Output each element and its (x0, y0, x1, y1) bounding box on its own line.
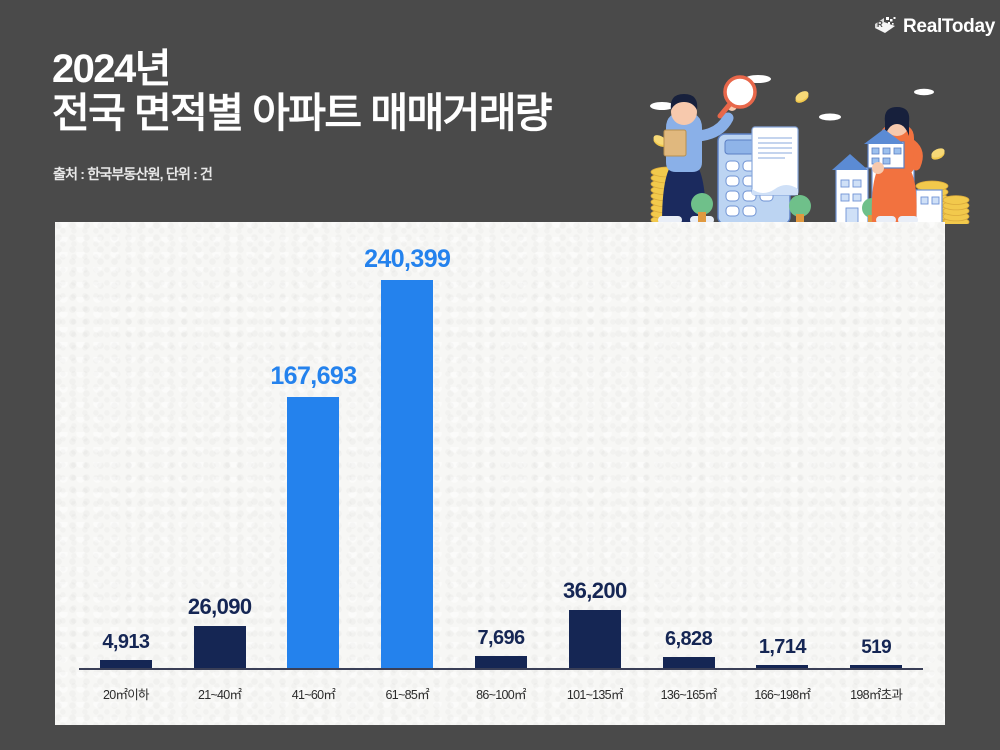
bar-column: 4,913 (79, 232, 173, 668)
chart-panel: 4,913 26,090 167,693 240,399 7,696 36,200 6,82… (55, 222, 945, 725)
brand-logo: R RealToday (872, 14, 995, 40)
bar (475, 655, 528, 668)
bar-value-label: 240,399 (364, 245, 451, 273)
bar-value-label: 1,714 (758, 636, 807, 658)
x-axis-line (79, 668, 923, 670)
bar-value-label: 167,693 (270, 362, 357, 391)
bar-value-label: 6,828 (665, 627, 713, 650)
flying-coin (931, 148, 945, 160)
tree-icon (691, 193, 713, 224)
flying-coin (795, 91, 809, 103)
bar-column: 167,693 (267, 232, 361, 668)
title-line-2: 전국 면적별 아파트 매매거래량 (52, 90, 553, 137)
source-note: 출처 : 한국부동산원, 단위 : 건 (53, 166, 213, 182)
bar-columns: 4,913 26,090 167,693 240,399 7,696 36,200 6,82… (79, 232, 923, 668)
x-axis-label: 166~198㎡ (754, 688, 811, 702)
brand-name: RealToday (903, 16, 995, 37)
x-axis-label: 61~85㎡ (385, 688, 430, 702)
bar-column: 6,828 (642, 232, 736, 668)
x-axis-label: 198㎡초과 (850, 688, 903, 702)
x-axis-label: 20㎡이하 (102, 688, 150, 702)
realtoday-logo-icon: R (872, 14, 898, 40)
bar (662, 656, 715, 668)
real-estate-illustration (640, 72, 970, 224)
tree-icon (789, 195, 811, 224)
bar (381, 280, 434, 668)
bar-value-label: 519 (861, 637, 892, 658)
bar-column: 36,200 (548, 232, 642, 668)
bar-value-label: 26,090 (187, 593, 252, 619)
bar (756, 665, 809, 668)
bar-chart: 4,913 26,090 167,693 240,399 7,696 36,200 6,82… (55, 222, 945, 725)
title-line-1: 2024년 (52, 47, 171, 91)
bar (193, 625, 246, 668)
x-axis-label: 41~60㎡ (291, 688, 336, 702)
x-axis-label: 101~135㎡ (566, 688, 624, 702)
bar-value-label: 4,913 (102, 631, 150, 654)
bar (99, 660, 152, 668)
bar-column: 7,696 (454, 232, 548, 668)
bar-column: 26,090 (173, 232, 267, 668)
flying-coin (653, 135, 667, 147)
x-axis-label: 21~40㎡ (197, 688, 242, 702)
bar-column: 1,714 (735, 232, 829, 668)
page-title: 2024년 전국 면적별 아파트 매매거래량 (52, 47, 553, 137)
bar-column: 240,399 (360, 232, 454, 668)
person-with-magnifier (658, 75, 757, 224)
x-axis-label: 86~100㎡ (476, 688, 526, 702)
svg-text:R: R (877, 20, 883, 29)
x-axis-label: 136~165㎡ (660, 688, 718, 702)
bar (850, 665, 903, 668)
bar-column: 519 (829, 232, 923, 668)
x-axis-labels: 20㎡이하 21~40㎡ 41~60㎡ 61~85㎡ 86~100㎡ 101~135㎡ 13… (79, 684, 923, 703)
bar-value-label: 36,200 (562, 577, 627, 603)
bar-value-label: 7,696 (477, 626, 525, 649)
receipt-icon (751, 126, 799, 196)
bar (568, 609, 621, 668)
bar (287, 397, 340, 668)
